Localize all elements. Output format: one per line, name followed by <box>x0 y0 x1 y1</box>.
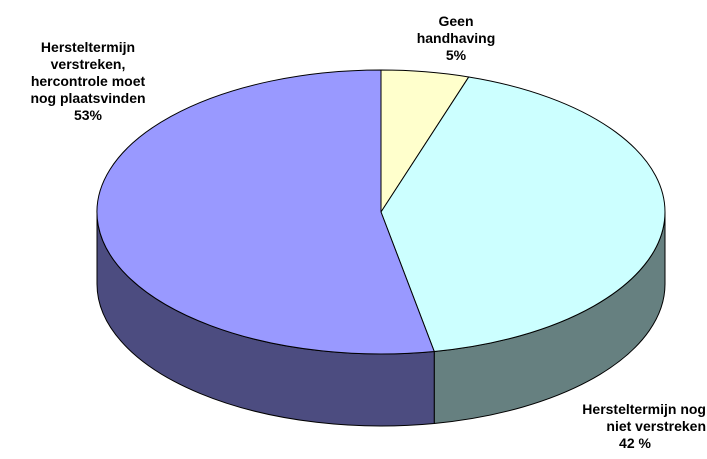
slice-label-geen-handhaving: Geen handhaving 5% <box>417 13 496 63</box>
slice-label-hersteltermijn-niet-verstreken: Hersteltermijn nog niet verstreken 42 % <box>582 401 706 451</box>
pie-slice-1 <box>380 76 666 353</box>
pie-top-faces <box>96 69 666 355</box>
pie-slice-2 <box>96 69 435 355</box>
pie-labels: Geen handhaving 5% Hersteltermijn nog niet … <box>30 13 706 451</box>
slice-label-hersteltermijn-verstreken: Hersteltermijn verstreken, hercontrole moe… <box>30 39 145 123</box>
